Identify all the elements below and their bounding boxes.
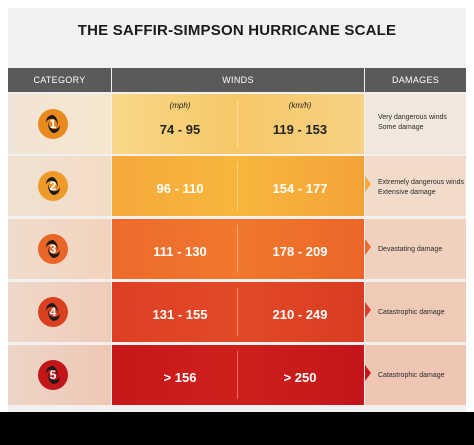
unit-mph: (mph) bbox=[169, 101, 191, 110]
category-row-1: 1 (mph) (km/h) 74 - 95 119 - 153 Very da… bbox=[8, 94, 466, 154]
damage-arrow bbox=[365, 365, 371, 381]
hurricane-icon: 5 bbox=[38, 360, 68, 390]
damage-cell: Very dangerous winds Some damage bbox=[365, 94, 466, 154]
damage-text-2: Extensive damage bbox=[378, 189, 436, 196]
footer-bar bbox=[0, 412, 474, 445]
winds-cell: 96 - 110 154 - 177 bbox=[112, 156, 364, 216]
header-damages: DAMAGES bbox=[365, 68, 466, 92]
damage-text-1: Extremely dangerous winds bbox=[378, 179, 464, 186]
winds-cell: (mph) (km/h) 74 - 95 119 - 153 bbox=[112, 94, 364, 154]
wind-kmh: 154 - 177 bbox=[272, 181, 328, 196]
wind-mph: 74 - 95 bbox=[159, 122, 201, 137]
category-row-5: 5 > 156 > 250 Catastrophic damage bbox=[8, 345, 466, 405]
wind-mph: > 156 bbox=[163, 370, 197, 385]
damage-cell: Catastrophic damage bbox=[365, 345, 466, 405]
divider bbox=[237, 288, 238, 336]
wind-mph: 96 - 110 bbox=[156, 181, 204, 196]
wind-kmh: 178 - 209 bbox=[272, 244, 328, 259]
damage-cell: Catastrophic damage bbox=[365, 282, 466, 342]
category-row-4: 4 131 - 155 210 - 249 Catastrophic damag… bbox=[8, 282, 466, 342]
category-number: 1 bbox=[49, 117, 57, 131]
category-number: 4 bbox=[49, 305, 57, 319]
winds-cell: 131 - 155 210 - 249 bbox=[112, 282, 364, 342]
divider bbox=[237, 162, 238, 210]
damage-text-1: Catastrophic damage bbox=[378, 309, 445, 316]
category-cell: 5 bbox=[8, 345, 111, 405]
wind-mph: 111 - 130 bbox=[153, 244, 207, 259]
damage-arrow bbox=[365, 302, 371, 318]
divider bbox=[237, 351, 238, 399]
divider bbox=[237, 225, 238, 273]
hurricane-icon: 4 bbox=[38, 297, 68, 327]
unit-kmh: (km/h) bbox=[288, 101, 312, 110]
winds-cell: > 156 > 250 bbox=[112, 345, 364, 405]
divider bbox=[237, 100, 238, 148]
category-cell: 3 bbox=[8, 219, 111, 279]
category-cell: 1 bbox=[8, 94, 111, 154]
category-row-3: 3 111 - 130 178 - 209 Devastating damage bbox=[8, 219, 466, 279]
hurricane-icon: 2 bbox=[38, 171, 68, 201]
damage-arrow bbox=[365, 176, 371, 192]
wind-kmh: 119 - 153 bbox=[272, 122, 328, 137]
damage-cell: Extremely dangerous winds Extensive dama… bbox=[365, 156, 466, 216]
hurricane-icon: 3 bbox=[38, 234, 68, 264]
damage-text-1: Devastating damage bbox=[378, 246, 443, 253]
damage-text-2: Some damage bbox=[378, 124, 424, 131]
winds-cell: 111 - 130 178 - 209 bbox=[112, 219, 364, 279]
wind-kmh: > 250 bbox=[283, 370, 317, 385]
hurricane-icon: 1 bbox=[38, 109, 68, 139]
damage-text-1: Catastrophic damage bbox=[378, 372, 445, 379]
damage-arrow bbox=[365, 239, 371, 255]
category-cell: 2 bbox=[8, 156, 111, 216]
category-cell: 4 bbox=[8, 282, 111, 342]
header-winds: WINDS bbox=[112, 68, 364, 92]
wind-kmh: 210 - 249 bbox=[272, 307, 328, 322]
damage-cell: Devastating damage bbox=[365, 219, 466, 279]
header-category: CATEGORY bbox=[8, 68, 111, 92]
category-number: 2 bbox=[49, 179, 57, 193]
category-number: 3 bbox=[49, 242, 57, 256]
category-number: 5 bbox=[49, 368, 57, 382]
damage-text-1: Very dangerous winds bbox=[378, 114, 447, 121]
wind-mph: 131 - 155 bbox=[152, 307, 208, 322]
page-title: THE SAFFIR-SIMPSON HURRICANE SCALE bbox=[77, 22, 397, 39]
category-row-2: 2 96 - 110 154 - 177 Extremely dangerous… bbox=[8, 156, 466, 216]
